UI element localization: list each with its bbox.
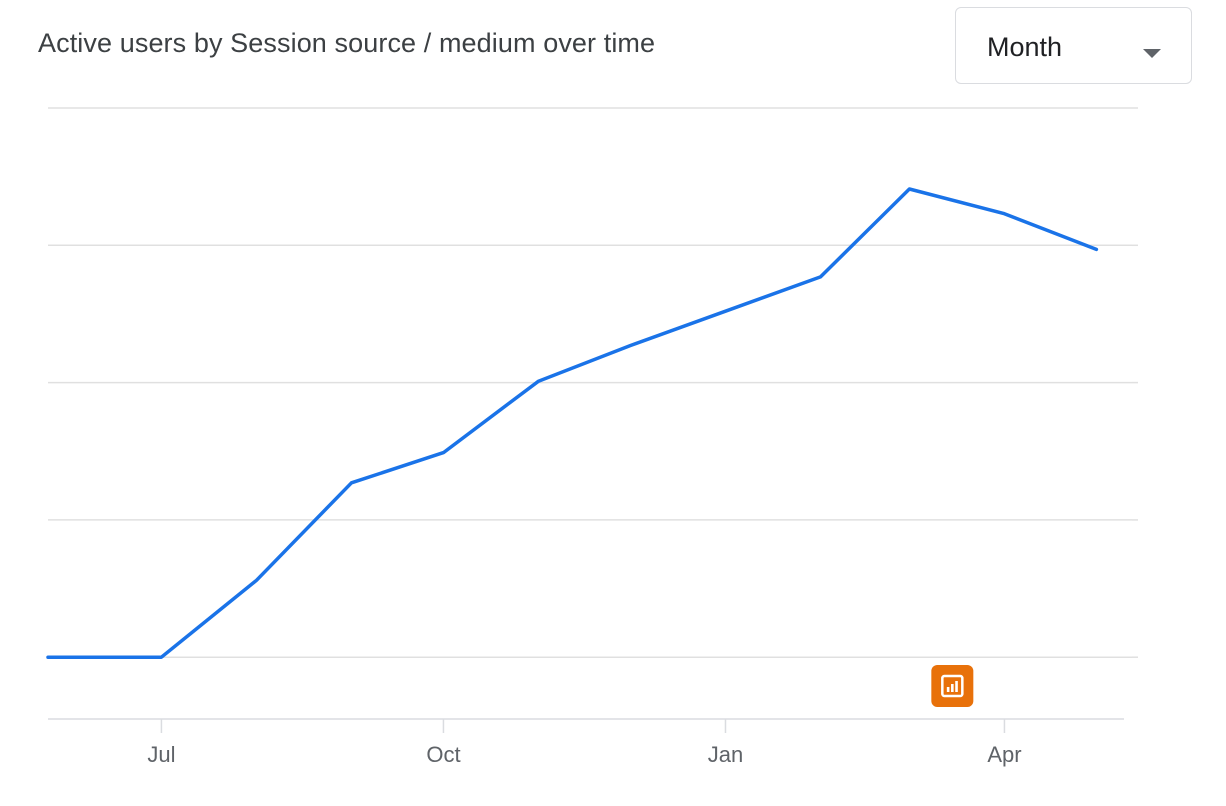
gridlines [48,107,1138,658]
annotation-bar-1 [946,687,950,692]
annotation-frame [941,674,964,698]
series-line-0 [46,187,1099,659]
x-tick-label: Oct [426,742,460,767]
x-tick-label: Jan [708,742,743,767]
series-layer [46,187,1099,659]
x-axis: Jul Oct Jan Apr [48,718,1124,767]
x-tick-label: Apr [987,742,1021,767]
insights-annotation-icon[interactable] [931,665,974,707]
period-dropdown[interactable]: Month [955,7,1192,84]
annotation-layer[interactable] [931,665,974,707]
dropdown-caret-icon [1143,49,1161,58]
period-dropdown-value: Month [987,32,1063,62]
annotation-bar-2 [951,684,954,692]
chart-title: Active users by Session source / medium … [38,28,656,58]
x-tick-label: Jul [147,742,175,767]
annotation-bar-3 [955,681,958,692]
